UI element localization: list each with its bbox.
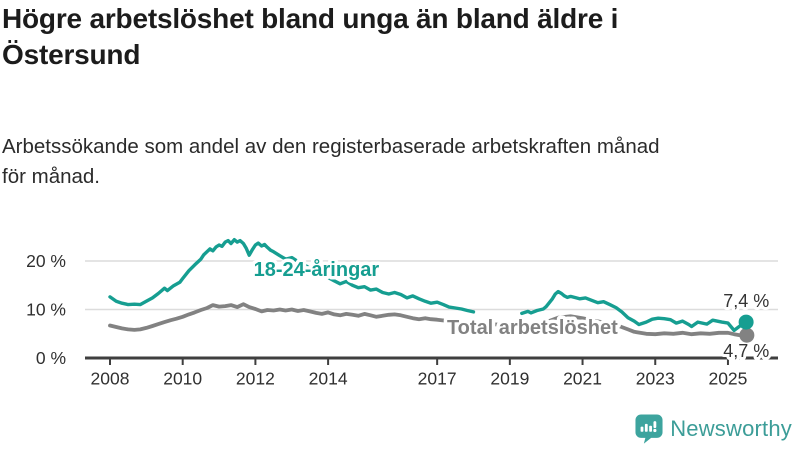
chart-subtitle-line-1: Arbetssökande som andel av den registerb… [2, 135, 660, 158]
x-axis-label: 2019 [490, 369, 529, 389]
x-axis-label: 2017 [418, 369, 457, 389]
x-axis-label: 2023 [636, 369, 675, 389]
series-line [108, 237, 476, 314]
end-value-label: 4,7 % [723, 341, 769, 361]
logo-bar-medium [645, 423, 648, 432]
x-axis-label: 2025 [708, 369, 747, 389]
series-line [520, 289, 748, 333]
y-axis-label: 0 % [36, 348, 66, 368]
series-line [108, 302, 749, 338]
series-end-dot [739, 327, 755, 343]
y-axis-label: 10 % [26, 300, 66, 320]
series-label: 18-24-åringar [254, 258, 380, 281]
x-axis-label: 2021 [563, 369, 602, 389]
end-value-label: 7,4 % [723, 291, 769, 311]
x-axis-label: 2010 [163, 369, 202, 389]
y-axis-label: 20 % [26, 251, 66, 271]
newsworthy-logo-text: Newsworthy [670, 416, 792, 441]
page-title-line-2: Östersund [2, 39, 141, 70]
logo-bar-small [640, 426, 644, 432]
logo-bar-tall [649, 425, 653, 432]
page-title: Högre arbetslöshet bland unga än bland ä… [2, 1, 790, 73]
logo-bubble-shape [635, 414, 663, 444]
logo-exclamation-dot [653, 428, 657, 433]
chart-subtitle: Arbetssökande som andel av den registerb… [2, 132, 798, 192]
page-title-line-1: Högre arbetslöshet bland unga än bland ä… [2, 3, 619, 34]
newsworthy-logo-icon [635, 414, 663, 444]
chart-subtitle-line-2: för månad. [2, 165, 100, 188]
x-axis-label: 2014 [309, 369, 348, 389]
x-axis-label: 2008 [91, 369, 130, 389]
series-end-dot [738, 314, 754, 330]
series-label: Total arbetslöshet [447, 317, 618, 339]
logo-exclamation-bar [653, 421, 657, 429]
newsworthy-logo: Newsworthy [635, 412, 792, 446]
x-axis-label: 2012 [236, 369, 275, 389]
